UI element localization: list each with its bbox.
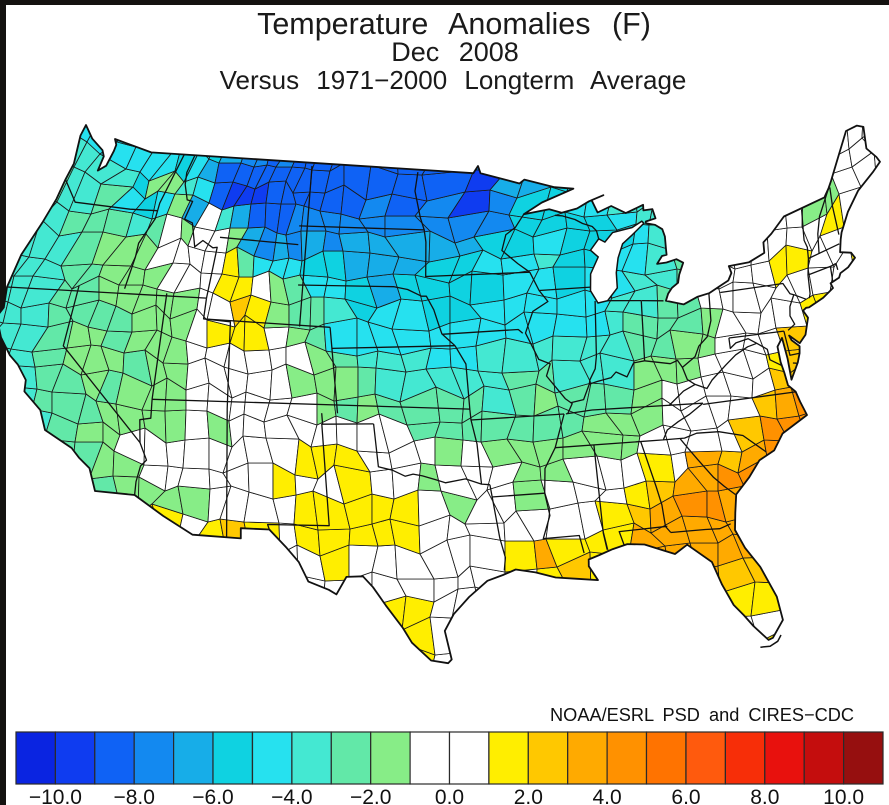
svg-text:0.0: 0.0 <box>435 786 464 805</box>
svg-text:2.0: 2.0 <box>514 786 543 805</box>
svg-text:6.0: 6.0 <box>671 786 700 805</box>
svg-text:4.0: 4.0 <box>592 786 621 805</box>
svg-text:−8.0: −8.0 <box>113 786 154 805</box>
svg-text:−10.0: −10.0 <box>29 786 82 805</box>
svg-text:−4.0: −4.0 <box>271 786 312 805</box>
svg-text:8.0: 8.0 <box>750 786 779 805</box>
svg-text:−6.0: −6.0 <box>192 786 233 805</box>
svg-text:Versus 1971−2000 Longterm Aver: Versus 1971−2000 Longterm Average <box>220 65 687 95</box>
svg-text:Temperature Anomalies (F): Temperature Anomalies (F) <box>257 7 651 41</box>
svg-text:−2.0: −2.0 <box>350 786 391 805</box>
svg-text:NOAA/ESRL PSD and CIRES−CDC: NOAA/ESRL PSD and CIRES−CDC <box>550 705 854 725</box>
svg-text:Dec 2008: Dec 2008 <box>391 37 519 67</box>
svg-text:10.0: 10.0 <box>823 786 864 805</box>
